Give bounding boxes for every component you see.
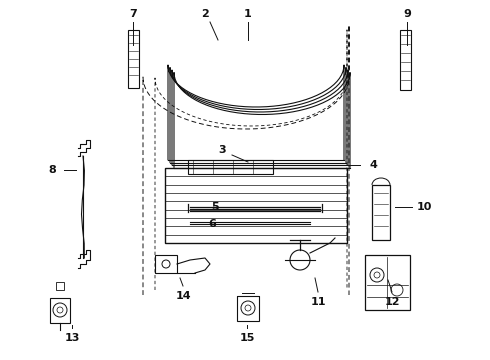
Text: 14: 14	[175, 291, 191, 301]
Bar	[155, 255, 177, 273]
Text: 8: 8	[48, 165, 56, 175]
Bar	[165, 168, 347, 243]
Bar	[56, 282, 64, 290]
Text: 6: 6	[208, 219, 216, 229]
Text: 5: 5	[211, 202, 219, 212]
Text: 7: 7	[129, 9, 137, 19]
Text: 12: 12	[384, 297, 400, 307]
Bar	[400, 30, 411, 90]
Text: 10: 10	[416, 202, 432, 212]
Text: 1: 1	[244, 9, 252, 19]
Bar	[365, 255, 410, 310]
Bar	[128, 30, 139, 88]
Text: 11: 11	[310, 297, 326, 307]
Bar	[188, 160, 273, 174]
Bar	[50, 298, 70, 323]
Text: 9: 9	[403, 9, 411, 19]
Text: 3: 3	[218, 145, 226, 155]
Text: 4: 4	[369, 160, 377, 170]
Bar	[237, 296, 259, 321]
Bar	[372, 185, 390, 240]
Text: 2: 2	[201, 9, 209, 19]
Text: 13: 13	[64, 333, 80, 343]
Text: 15: 15	[239, 333, 255, 343]
